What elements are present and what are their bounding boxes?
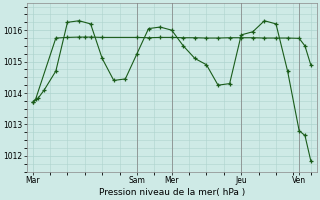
X-axis label: Pression niveau de la mer( hPa ): Pression niveau de la mer( hPa ) [99,188,245,197]
